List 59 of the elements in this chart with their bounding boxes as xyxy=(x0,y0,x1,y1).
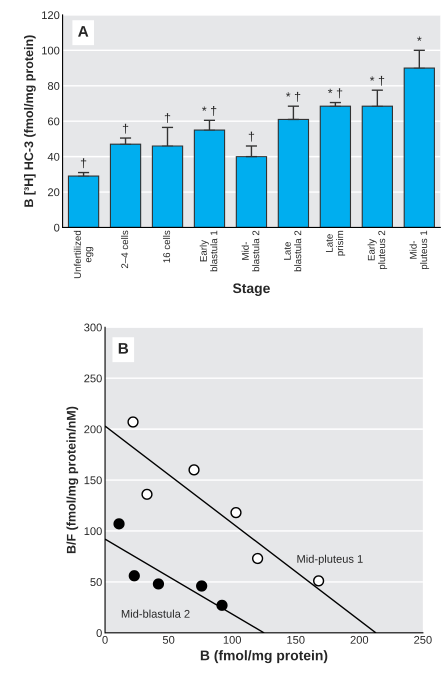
x-tick-label: Late prisim xyxy=(326,230,346,256)
annotation: A xyxy=(78,26,88,37)
point xyxy=(128,570,140,582)
x-tick-label: 100 xyxy=(224,636,242,644)
x-tick-label: 150 xyxy=(287,636,305,644)
y-tick-label: 300 xyxy=(84,324,102,332)
point xyxy=(196,580,208,592)
annotation: † xyxy=(164,113,170,123)
x-axis-title: Stage xyxy=(232,283,270,296)
x-tick-label: 2–4 cells xyxy=(121,230,128,268)
y-axis-title: B [³H] HC-3 (fmol/mg protein) xyxy=(24,35,36,207)
annotation: * xyxy=(417,36,422,41)
bar xyxy=(68,176,100,228)
point xyxy=(313,575,324,586)
point xyxy=(216,600,228,611)
y-tick-label: 200 xyxy=(84,425,102,434)
point xyxy=(152,578,164,590)
y-axis-title: B/F (fmol/mg protein/nM) xyxy=(66,406,78,554)
y-tick-label: 100 xyxy=(42,46,60,54)
annotation: † xyxy=(248,132,254,142)
x-tick-label: Mid- blastula 2 xyxy=(242,230,260,272)
y-tick-label: 0 xyxy=(54,224,60,232)
x-tick-label: 250 xyxy=(414,636,432,644)
y-tick-label: 80 xyxy=(48,82,60,90)
series-label: Mid-pluteus 1 xyxy=(297,554,363,566)
point xyxy=(141,488,153,500)
y-tick-label: 0 xyxy=(96,629,102,637)
annotation: † xyxy=(122,124,128,134)
x-tick-label: 16 cells xyxy=(162,230,170,262)
annotation: * † xyxy=(202,106,216,116)
x-tick-label: Mid- pluteus 1 xyxy=(410,230,430,270)
y-tick-label: 40 xyxy=(48,152,60,161)
annotation: * † xyxy=(328,88,342,98)
point xyxy=(252,552,264,564)
y-tick-label: 50 xyxy=(90,578,102,586)
x-tick-label: 200 xyxy=(350,636,368,644)
annotation: * † xyxy=(286,92,300,102)
point xyxy=(127,416,139,428)
x-tick-label: Early pluteus 2 xyxy=(368,230,388,270)
x-tick-label: Unfertilized egg xyxy=(74,230,94,278)
y-tick-label: 120 xyxy=(42,11,60,20)
x-tick-label: Late blastula 2 xyxy=(284,230,302,272)
y-tick-label: 20 xyxy=(48,188,60,196)
x-tick-label: 0 xyxy=(102,636,108,644)
x-axis-title: B (fmol/mg protein) xyxy=(200,650,328,664)
x-tick-label: Early blastula 1 xyxy=(200,230,218,272)
annotation: B xyxy=(118,343,128,354)
bar xyxy=(320,106,352,228)
y-tick-label: 100 xyxy=(84,527,102,536)
y-tick-label: 150 xyxy=(84,476,102,484)
point xyxy=(188,464,200,476)
series-label: Mid-blastula 2 xyxy=(122,610,190,618)
point xyxy=(113,518,125,530)
point xyxy=(230,507,242,518)
annotation: † xyxy=(80,158,86,168)
y-tick-label: 250 xyxy=(84,374,102,382)
x-tick-label: 50 xyxy=(162,636,174,644)
y-tick-label: 60 xyxy=(48,117,60,126)
annotation: * † xyxy=(370,76,384,86)
